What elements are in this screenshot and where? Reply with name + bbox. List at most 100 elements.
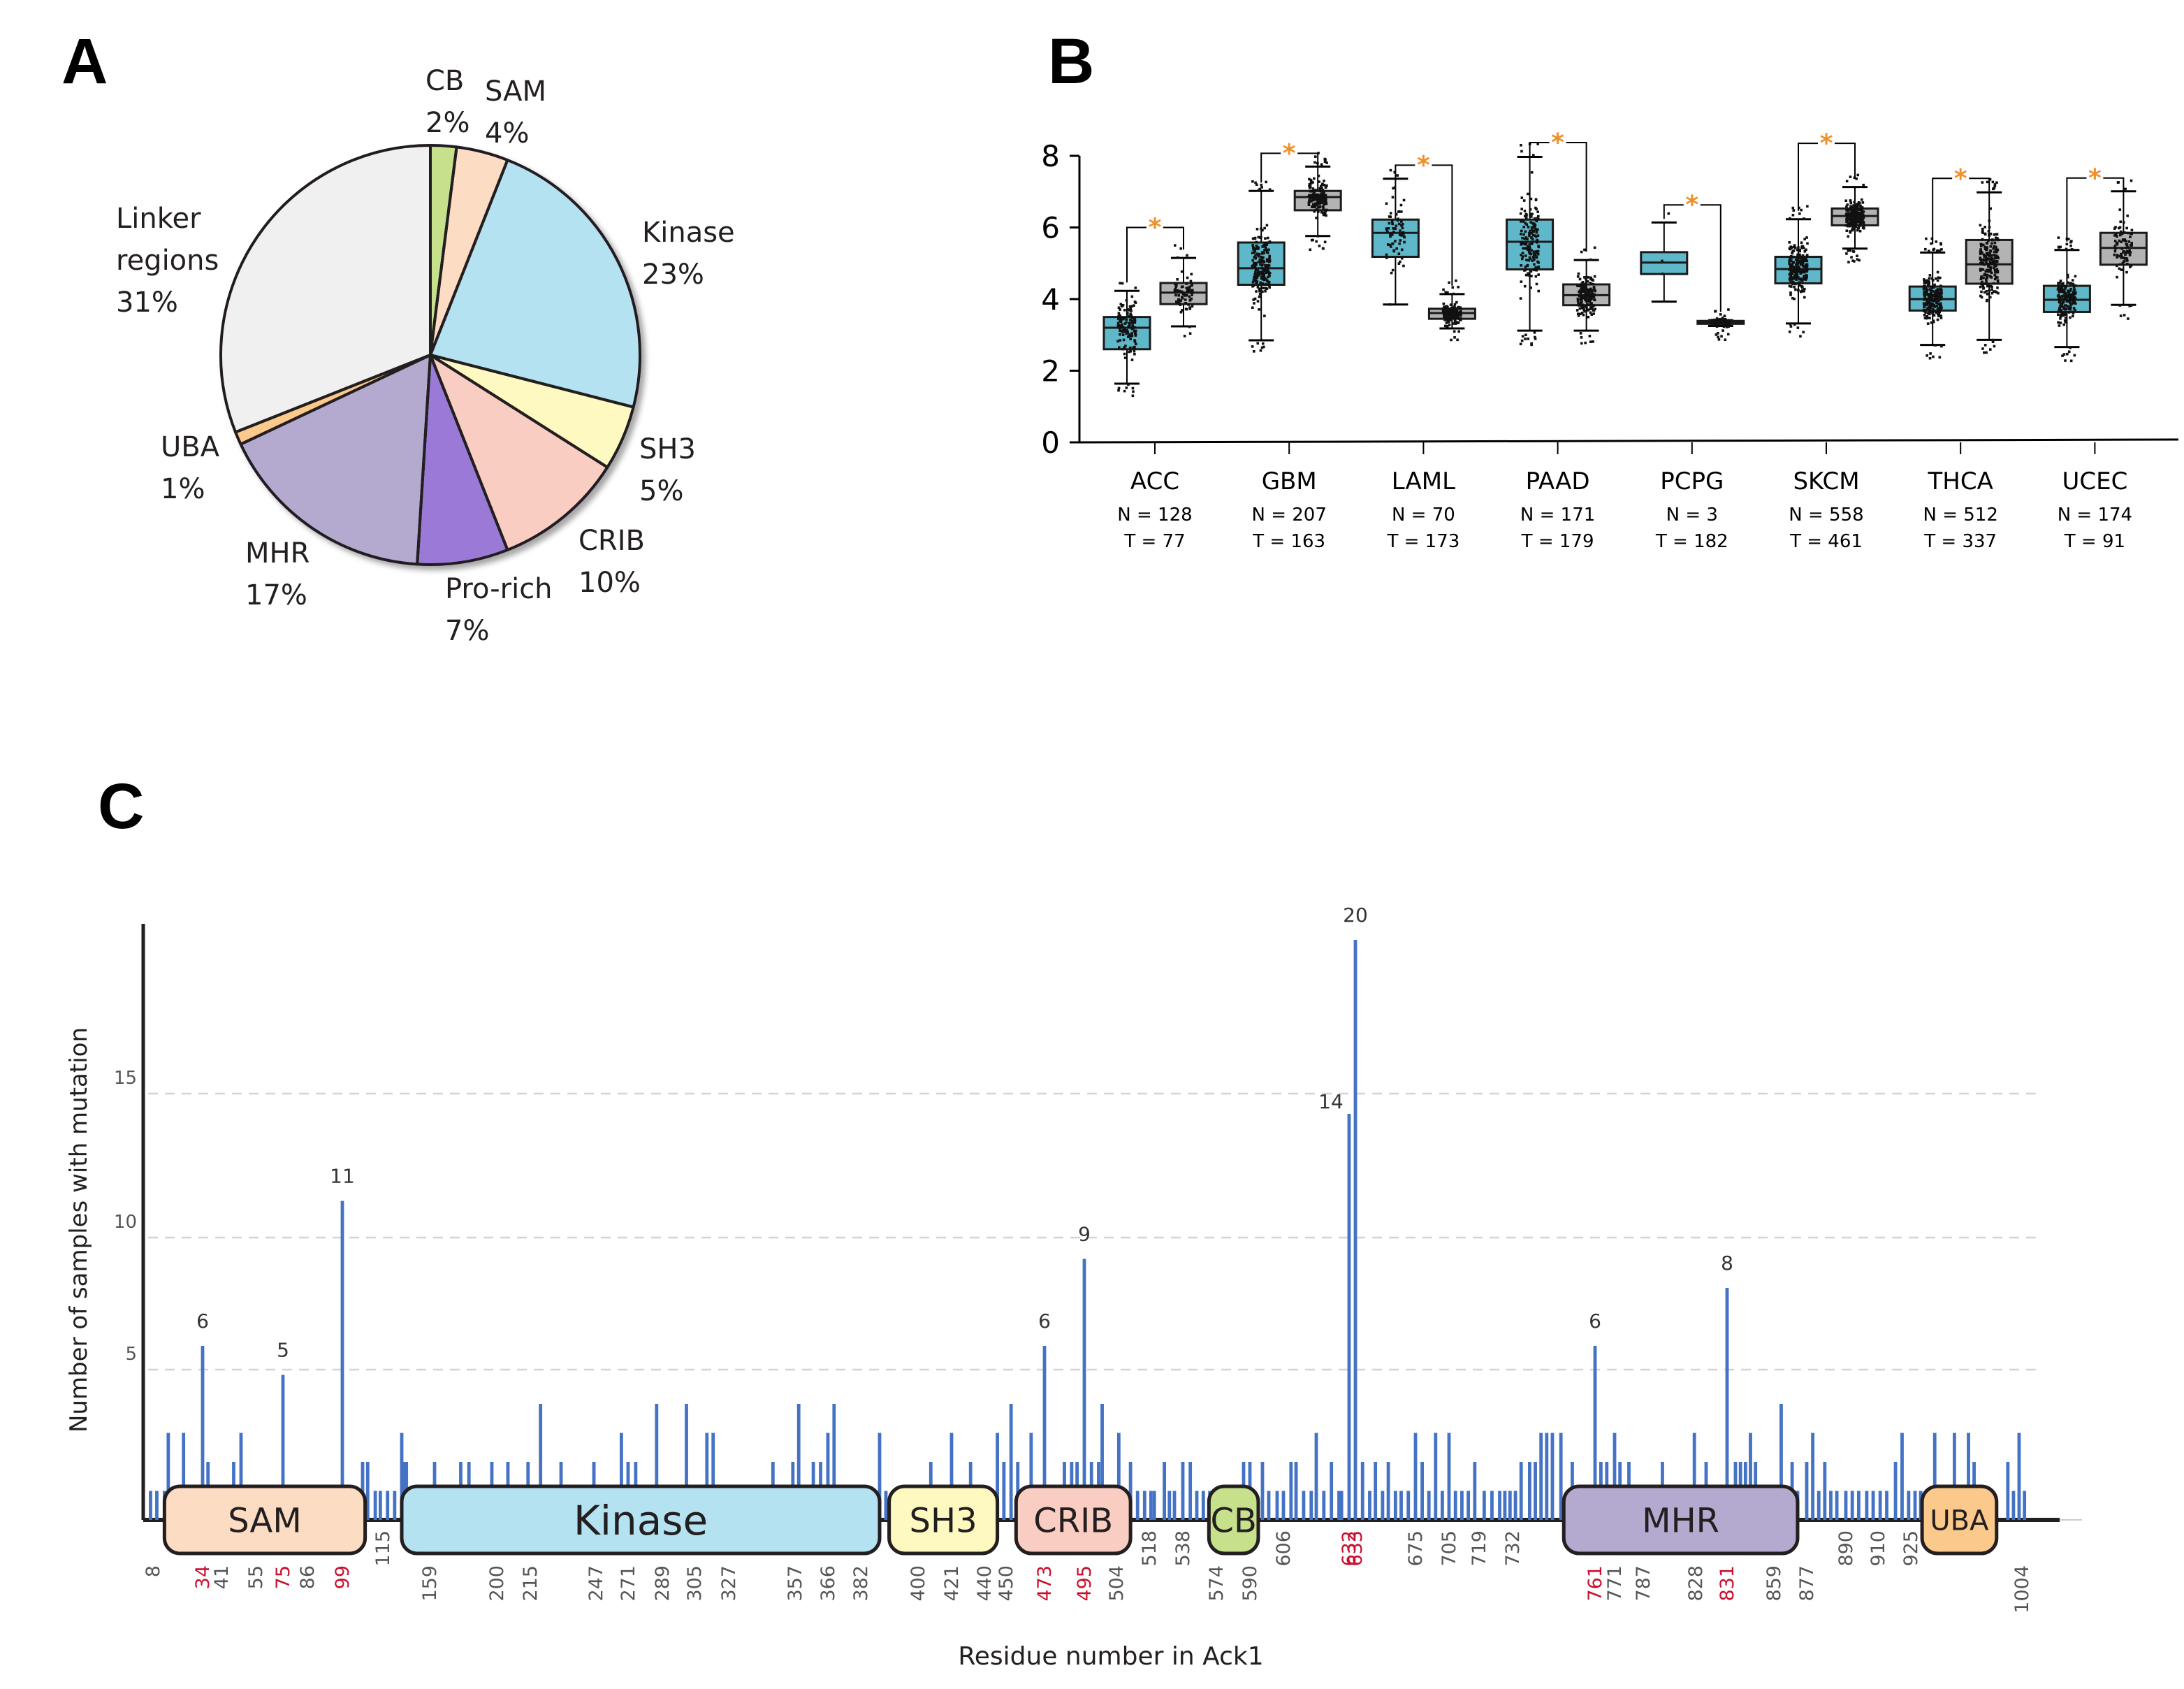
jitter-point [1996,280,2000,284]
mutation-bar [1453,1491,1457,1520]
jitter-point [1794,246,1797,249]
jitter-point [1797,246,1800,249]
jitter-point [1845,220,1848,224]
jitter-point [1985,256,1988,259]
jitter-point [1848,212,1851,215]
jitter-point [1260,227,1262,231]
jitter-point [2072,282,2075,286]
jitter-point [1928,296,1930,299]
jitter-point [2067,294,2070,298]
jitter-point [1536,228,1539,231]
jitter-point [1854,219,1857,222]
normal-count-label: N = 128 [1117,505,1192,525]
jitter-point [1931,299,1935,303]
jitter-point [2125,226,2128,230]
jitter-point [1184,298,1187,301]
mutation-bar [239,1433,243,1520]
jitter-point [2120,252,2123,256]
jitter-point [1180,270,1184,273]
jitter-point [1389,212,1392,215]
jitter-point [1260,259,1263,263]
jitter-point [1251,306,1254,310]
jitter-point [1788,217,1791,220]
jitter-point [1259,236,1262,239]
jitter-point [1536,216,1539,219]
jitter-point [1995,250,1998,254]
jitter-point [2127,317,2130,320]
jitter-point [1121,323,1123,326]
jitter-point [2062,289,2066,293]
jitter-point [1323,160,1327,164]
jitter-point [1254,181,1257,184]
jitter-point [2069,282,2073,285]
jitter-point [1255,183,1258,187]
jitter-point [1128,309,1131,312]
jitter-point [1805,268,1809,272]
mutation-bar [620,1433,623,1520]
jitter-point [1521,255,1524,258]
jitter-point [1320,210,1323,214]
jitter-point [1532,250,1536,254]
jitter-point [2062,301,2065,304]
jitter-point [2072,307,2076,310]
jitter-point [1123,346,1126,349]
jitter-point [1805,263,1809,266]
jitter-point [1537,245,1541,249]
mutation-bar [1893,1462,1898,1520]
jitter-point [1717,319,1719,322]
jitter-point [1536,241,1538,244]
jitter-point [1450,307,1453,310]
jitter-point [2125,257,2129,260]
jitter-point [1261,277,1265,281]
jitter-point [1311,187,1315,190]
jitter-point [1188,287,1191,289]
mutation-bar [1427,1491,1431,1520]
mutation-bar [1725,1288,1729,1520]
jitter-point [2064,291,2067,295]
jitter-point [1990,291,1994,295]
jitter-point [1443,314,1446,318]
jitter-point [1397,219,1399,222]
residue-tick-label: 473 [1034,1565,1056,1602]
pie-slice-divider [416,354,432,565]
jitter-point [1325,197,1327,201]
jitter-point [1981,238,1984,241]
jitter-point [1134,329,1137,333]
jitter-point [1265,277,1267,281]
jitter-point [1939,314,1942,317]
jitter-point [1789,273,1793,275]
jitter-point [1530,236,1533,239]
jitter-point [1937,276,1940,280]
mutation-bar [1281,1491,1286,1520]
jitter-point [1846,208,1849,211]
jitter-point [1979,248,1982,251]
jitter-point [1524,242,1528,246]
jitter-point [1132,390,1135,393]
jitter-point [1580,291,1582,294]
jitter-point [1856,173,1860,177]
jitter-point [1591,307,1594,310]
jitter-point [2130,241,2133,245]
jitter-point [1519,342,1522,346]
jitter-point [2059,245,2062,249]
jitter-point [1981,263,1985,266]
jitter-point [1803,217,1805,220]
jitter-point [1535,255,1538,258]
jitter-point [1531,230,1535,233]
jitter-point [1128,318,1132,321]
jitter-point [1796,263,1799,266]
jitter-point [1320,201,1324,205]
jitter-point [1937,314,1940,318]
mutation-bar [149,1491,152,1520]
jitter-point [1265,243,1269,246]
jitter-point [1861,211,1864,215]
jitter-point [2123,239,2126,242]
jitter-point [1456,338,1459,342]
jitter-point [1134,287,1137,289]
jitter-point [1862,216,1865,219]
jitter-point [1935,304,1939,307]
mutation-bar [1002,1462,1006,1520]
jitter-point [1724,338,1727,342]
residue-tick-label: 590 [1239,1565,1261,1602]
